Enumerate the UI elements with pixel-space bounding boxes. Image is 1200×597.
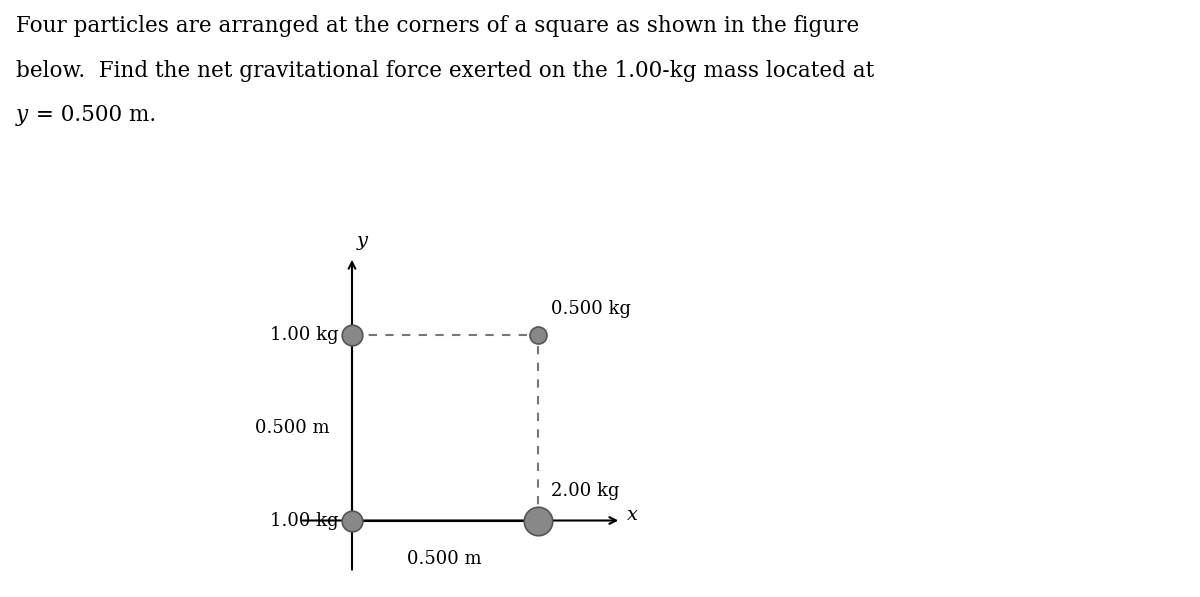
Text: y: y (356, 232, 367, 250)
Text: 0.500 m: 0.500 m (408, 550, 482, 568)
Text: 2.00 kg: 2.00 kg (551, 482, 619, 500)
Point (528, 330, 547, 340)
Text: 1.00 kg: 1.00 kg (270, 512, 340, 530)
Text: below.  Find the net gravitational force exerted on the 1.00-kg mass located at: below. Find the net gravitational force … (16, 60, 874, 82)
Point (528, 516, 547, 525)
Point (342, 516, 361, 525)
Text: = 0.500 m.: = 0.500 m. (29, 104, 156, 127)
Text: 0.500 kg: 0.500 kg (551, 300, 630, 318)
Text: 0.500 m: 0.500 m (256, 418, 330, 437)
Text: 1.00 kg: 1.00 kg (270, 326, 340, 344)
Text: Four particles are arranged at the corners of a square as shown in the figure: Four particles are arranged at the corne… (16, 15, 859, 37)
Text: x: x (626, 506, 637, 524)
Point (342, 330, 361, 340)
Text: y: y (16, 104, 28, 127)
